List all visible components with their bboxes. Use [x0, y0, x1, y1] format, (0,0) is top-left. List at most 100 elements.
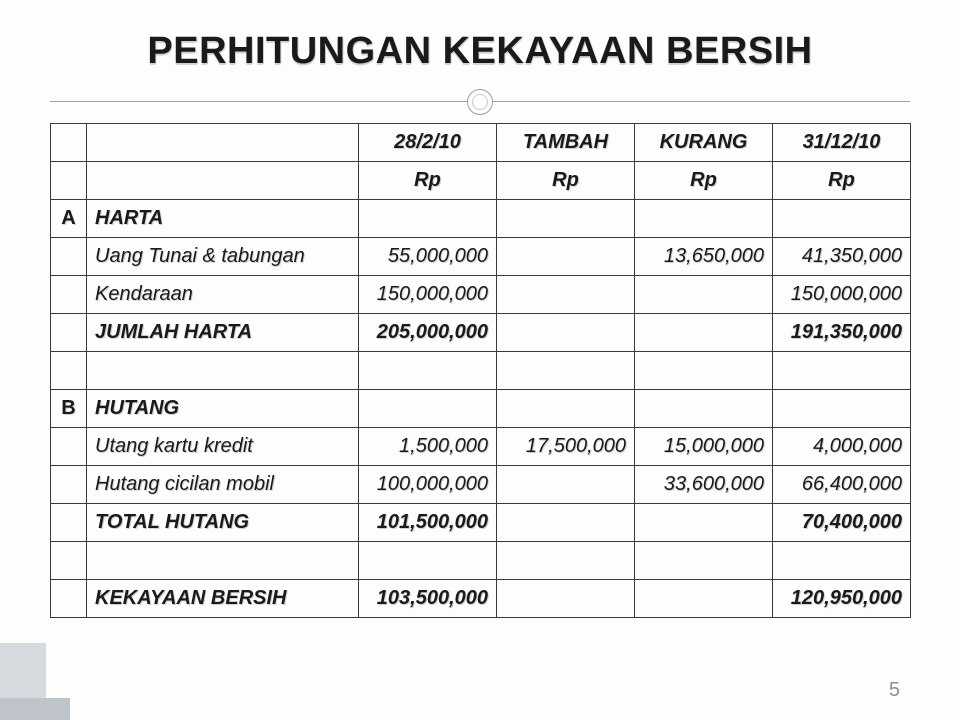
- row-value: [635, 390, 773, 428]
- row-key: [51, 504, 87, 542]
- row-label: HUTANG: [87, 390, 359, 428]
- table-row: [51, 352, 911, 390]
- row-value: 120,950,000: [773, 580, 911, 618]
- row-value: 55,000,000: [359, 238, 497, 276]
- column-header: [51, 124, 87, 162]
- row-key: [51, 428, 87, 466]
- row-value: [497, 238, 635, 276]
- table-subheader-row: RpRpRpRp: [51, 162, 911, 200]
- column-subheader: [51, 162, 87, 200]
- row-value: [359, 200, 497, 238]
- net-worth-table: 28/2/10TAMBAHKURANG31/12/10RpRpRpRpAHART…: [50, 123, 911, 618]
- row-label: Kendaraan: [87, 276, 359, 314]
- row-value: [359, 352, 497, 390]
- row-value: 15,000,000: [635, 428, 773, 466]
- row-value: 4,000,000: [773, 428, 911, 466]
- row-value: [497, 276, 635, 314]
- slide: PERHITUNGAN KEKAYAAN BERSIH PERHITUNGAN …: [0, 0, 960, 720]
- table-row: Uang Tunai & tabungan55,000,000 13,650,00…: [51, 238, 911, 276]
- row-value: [635, 276, 773, 314]
- column-header: 31/12/10: [773, 124, 911, 162]
- row-key: [51, 314, 87, 352]
- row-value: 191,350,000: [773, 314, 911, 352]
- row-key: B: [51, 390, 87, 428]
- page-number: 5: [889, 679, 900, 702]
- title-wrap: PERHITUNGAN KEKAYAAN BERSIH PERHITUNGAN …: [50, 30, 910, 73]
- row-value: [359, 542, 497, 580]
- table-row: Kendaraan150,000,000150,000,000: [51, 276, 911, 314]
- column-header: TAMBAH: [497, 124, 635, 162]
- table-row: Hutang cicilan mobil100,000,000 33,600,00…: [51, 466, 911, 504]
- circle-ornament: [467, 89, 493, 115]
- row-label: TOTAL HUTANG: [87, 504, 359, 542]
- column-subheader: Rp: [773, 162, 911, 200]
- row-key: A: [51, 200, 87, 238]
- page-title: PERHITUNGAN KEKAYAAN BERSIH: [50, 30, 910, 73]
- corner-decoration-dark: [0, 698, 70, 720]
- column-header: KURANG: [635, 124, 773, 162]
- row-value: 101,500,000: [359, 504, 497, 542]
- row-value: [635, 580, 773, 618]
- column-subheader: [87, 162, 359, 200]
- row-value: [635, 352, 773, 390]
- column-subheader: Rp: [359, 162, 497, 200]
- row-value: 66,400,000: [773, 466, 911, 504]
- row-value: [497, 542, 635, 580]
- row-key: [51, 542, 87, 580]
- row-key: [51, 466, 87, 504]
- row-value: 100,000,000: [359, 466, 497, 504]
- row-label: HARTA: [87, 200, 359, 238]
- column-header: 28/2/10: [359, 124, 497, 162]
- row-value: 41,350,000: [773, 238, 911, 276]
- row-label: [87, 542, 359, 580]
- row-value: 70,400,000: [773, 504, 911, 542]
- row-value: 13,650,000: [635, 238, 773, 276]
- corner-decoration-light: [0, 643, 46, 698]
- row-value: [773, 390, 911, 428]
- row-label: JUMLAH HARTA: [87, 314, 359, 352]
- row-key: [51, 276, 87, 314]
- table-header-row: 28/2/10TAMBAHKURANG31/12/10: [51, 124, 911, 162]
- table-row: KEKAYAAN BERSIH103,500,000 120,950,000: [51, 580, 911, 618]
- row-value: [497, 504, 635, 542]
- row-value: [635, 314, 773, 352]
- row-key: [51, 238, 87, 276]
- row-value: [773, 200, 911, 238]
- row-value: 33,600,000: [635, 466, 773, 504]
- row-label: Uang Tunai & tabungan: [87, 238, 359, 276]
- table-row: [51, 542, 911, 580]
- row-value: 150,000,000: [359, 276, 497, 314]
- column-subheader: Rp: [635, 162, 773, 200]
- circle-ornament-inner: [472, 94, 488, 110]
- row-value: [497, 352, 635, 390]
- row-label: Hutang cicilan mobil: [87, 466, 359, 504]
- row-label: Utang kartu kredit: [87, 428, 359, 466]
- row-value: [359, 390, 497, 428]
- table-row: JUMLAH HARTA205,000,000 191,350,000: [51, 314, 911, 352]
- column-subheader: Rp: [497, 162, 635, 200]
- row-value: [635, 542, 773, 580]
- table-row: BHUTANG: [51, 390, 911, 428]
- table-row: AHARTA: [51, 200, 911, 238]
- row-value: [635, 200, 773, 238]
- row-value: 1,500,000: [359, 428, 497, 466]
- row-value: [497, 466, 635, 504]
- row-value: 17,500,000: [497, 428, 635, 466]
- row-value: 150,000,000: [773, 276, 911, 314]
- column-header: [87, 124, 359, 162]
- row-value: 205,000,000: [359, 314, 497, 352]
- row-label: [87, 352, 359, 390]
- table-row: Utang kartu kredit1,500,00017,500,00015,…: [51, 428, 911, 466]
- row-value: [497, 200, 635, 238]
- table-row: TOTAL HUTANG101,500,000 70,400,000: [51, 504, 911, 542]
- row-value: [497, 580, 635, 618]
- row-value: [773, 542, 911, 580]
- row-value: [497, 314, 635, 352]
- row-value: 103,500,000: [359, 580, 497, 618]
- row-value: [497, 390, 635, 428]
- row-label: KEKAYAAN BERSIH: [87, 580, 359, 618]
- row-key: [51, 352, 87, 390]
- row-value: [635, 504, 773, 542]
- row-key: [51, 580, 87, 618]
- row-value: [773, 352, 911, 390]
